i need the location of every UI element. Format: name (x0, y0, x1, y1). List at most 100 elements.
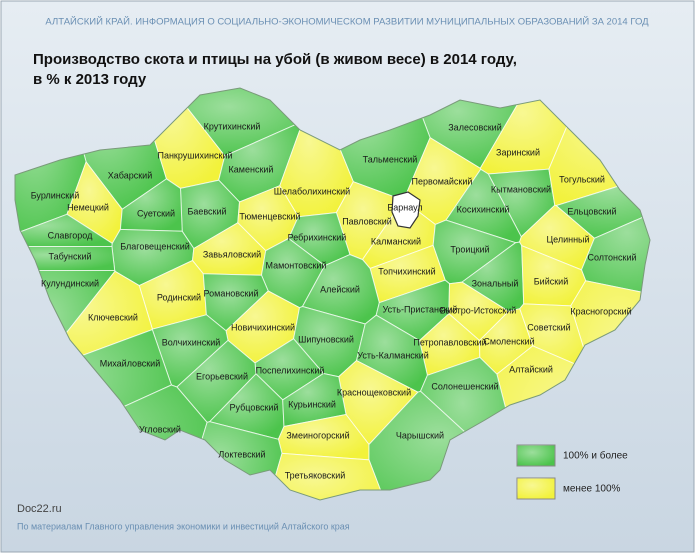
district-label: Алейский (320, 284, 360, 294)
district-shade (152, 314, 228, 387)
district-shade (519, 303, 591, 371)
district-label: Поспелихинский (256, 365, 325, 375)
district-shade (479, 308, 533, 375)
district-shade (338, 360, 418, 445)
district-shade (237, 185, 299, 251)
district-shade (192, 222, 266, 276)
district-label: Советский (527, 322, 570, 332)
district-shade (462, 242, 524, 312)
district-shade (203, 273, 269, 331)
district-label: Краснощековский (337, 387, 411, 397)
district-label: Павловский (342, 216, 392, 226)
district-label: Ребрихинский (288, 232, 347, 242)
district-shade (176, 340, 256, 423)
district-shade (356, 315, 428, 393)
district-label: Родинский (157, 292, 201, 302)
district-label: Косихинский (457, 204, 510, 214)
district-shade (209, 373, 284, 440)
district-label: Бурлинский (31, 190, 80, 200)
district-shade (370, 245, 446, 303)
district-shade (403, 137, 481, 225)
district-label: Панкрушихинский (157, 150, 232, 160)
district-shade (120, 178, 183, 232)
title: в % к 2013 году (33, 71, 147, 88)
district-label: Суетский (137, 208, 175, 218)
district-label: Угловский (139, 424, 181, 434)
district-label: Залесовский (448, 122, 501, 132)
header: АЛТАЙСКИЙ КРАЙ. ИНФОРМАЦИЯ О СОЦИАЛЬНО-Э… (45, 16, 649, 28)
district-label: Завьяловский (203, 249, 261, 259)
district-shade (282, 373, 346, 427)
district-label: Шипуновский (298, 334, 354, 344)
district-label: Михайловский (100, 358, 161, 368)
district-label: Локтевский (218, 449, 265, 459)
district-shade (218, 121, 303, 202)
district-label: Рубцовский (230, 402, 279, 412)
district-shade (255, 338, 324, 400)
district-shade (419, 313, 480, 376)
district-shade (488, 169, 555, 237)
district-label: Бийский (534, 276, 568, 286)
district-shade (521, 245, 586, 306)
district-shade (261, 238, 325, 308)
district-label: Змеиногорский (286, 430, 349, 440)
legend-swatch-shade (517, 478, 555, 499)
district-shade (111, 229, 194, 286)
district-label: Быстро-Истокский (440, 305, 517, 315)
district-label: Ельцовский (567, 206, 616, 216)
legend-swatch-shade (517, 445, 555, 466)
legend-label: 100% и более (563, 450, 628, 462)
district-label: Романовский (204, 288, 259, 298)
district-label: Калманский (371, 236, 421, 246)
district-shade (226, 291, 300, 363)
district-label: Третьяковский (285, 470, 346, 480)
region-outline (14, 87, 651, 501)
source: По материалам Главного управления эконом… (17, 521, 350, 531)
district-shade (336, 181, 404, 260)
city-area (391, 191, 421, 229)
district-shade (446, 169, 522, 243)
district-label: Кытмановский (491, 184, 551, 194)
district-label: Егорьевский (196, 371, 248, 381)
district-label: Крутихинский (204, 121, 261, 131)
district-label: Чарышский (396, 430, 444, 440)
district-label: Красногорский (570, 306, 631, 316)
district-shade (519, 205, 595, 270)
district-label: Волчихинский (162, 337, 221, 347)
district-shade (180, 180, 240, 249)
district-label: Смоленский (483, 336, 534, 346)
district-shade (288, 212, 350, 266)
legend-label: менее 100% (563, 484, 621, 495)
district-label: Целинный (546, 234, 589, 244)
district-label: Первомайский (412, 176, 473, 186)
district-label: Тальменский (363, 154, 418, 164)
legend: 100% и более менее 100% (516, 444, 628, 500)
district-label: Зональный (472, 278, 519, 288)
district-label: Кулундинский (41, 278, 99, 288)
district-label: Солонешенский (431, 381, 498, 391)
district-label: Троицкий (450, 244, 489, 254)
district-label: Усть-Пристанский (383, 304, 458, 314)
district-label: Курьинский (288, 399, 336, 409)
district-label: Тогульский (559, 174, 605, 184)
district-label: Заринский (496, 147, 540, 157)
district-shade (262, 453, 392, 500)
district-label: Шелаболихинский (274, 186, 350, 196)
district-shade (433, 220, 516, 284)
district-label: Табунский (48, 251, 91, 261)
district-label: Баевский (187, 206, 226, 216)
district-label: Хабарский (108, 170, 152, 180)
district-label: Славгород (48, 230, 93, 240)
district-label: Усть-Калманский (357, 350, 429, 360)
district-label: Мамонтовский (266, 260, 327, 270)
title: Производство скота и птицы на убой (в жи… (33, 51, 517, 68)
district-labels: Крутихинский Залесовский Заринский Тальменс… (31, 121, 637, 480)
district-label: Тюменцевский (239, 211, 300, 221)
district-label: Топчихинский (378, 266, 435, 276)
district-label: Немецкий (67, 202, 109, 212)
district-shade (139, 260, 207, 330)
district-label: Алтайский (509, 364, 553, 374)
district-label: Новичихинский (231, 322, 295, 332)
